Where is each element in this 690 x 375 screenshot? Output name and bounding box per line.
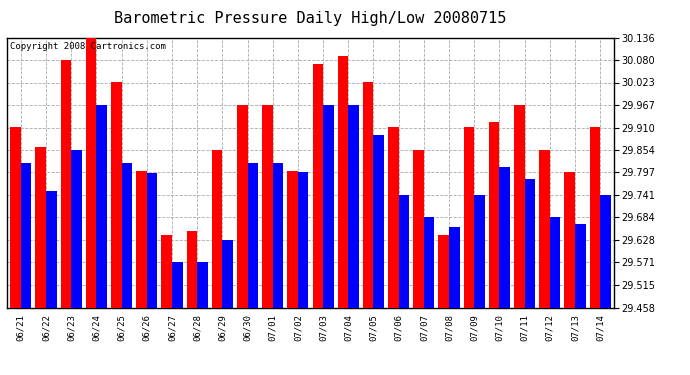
Bar: [373, 135, 384, 308]
Bar: [86, 38, 97, 308]
Text: Barometric Pressure Daily High/Low 20080715: Barometric Pressure Daily High/Low 20080…: [115, 11, 506, 26]
Bar: [237, 105, 248, 308]
Bar: [35, 147, 46, 308]
Bar: [262, 105, 273, 308]
Bar: [348, 105, 359, 308]
Bar: [10, 128, 21, 308]
Bar: [388, 128, 399, 308]
Bar: [97, 105, 107, 308]
Text: Copyright 2008 Cartronics.com: Copyright 2008 Cartronics.com: [10, 42, 166, 51]
Bar: [524, 179, 535, 308]
Bar: [449, 227, 460, 308]
Bar: [474, 195, 485, 308]
Bar: [186, 231, 197, 308]
Bar: [363, 82, 373, 308]
Bar: [197, 262, 208, 308]
Bar: [313, 64, 323, 308]
Bar: [273, 164, 284, 308]
Bar: [287, 171, 298, 308]
Bar: [464, 128, 474, 308]
Bar: [46, 191, 57, 308]
Bar: [161, 235, 172, 308]
Bar: [111, 82, 121, 308]
Bar: [71, 150, 81, 308]
Bar: [323, 105, 334, 308]
Bar: [121, 164, 132, 308]
Bar: [564, 172, 575, 308]
Bar: [514, 105, 524, 308]
Bar: [248, 164, 258, 308]
Bar: [489, 122, 500, 308]
Bar: [61, 60, 71, 308]
Bar: [500, 167, 510, 308]
Bar: [413, 150, 424, 308]
Bar: [222, 240, 233, 308]
Bar: [337, 56, 348, 308]
Bar: [399, 195, 409, 308]
Bar: [136, 171, 147, 308]
Bar: [438, 235, 449, 308]
Bar: [540, 150, 550, 308]
Bar: [298, 172, 308, 308]
Bar: [172, 262, 183, 308]
Bar: [600, 195, 611, 308]
Bar: [550, 217, 560, 308]
Bar: [147, 173, 157, 308]
Bar: [575, 224, 586, 308]
Bar: [212, 150, 222, 308]
Bar: [21, 164, 31, 308]
Bar: [424, 217, 435, 308]
Bar: [590, 128, 600, 308]
